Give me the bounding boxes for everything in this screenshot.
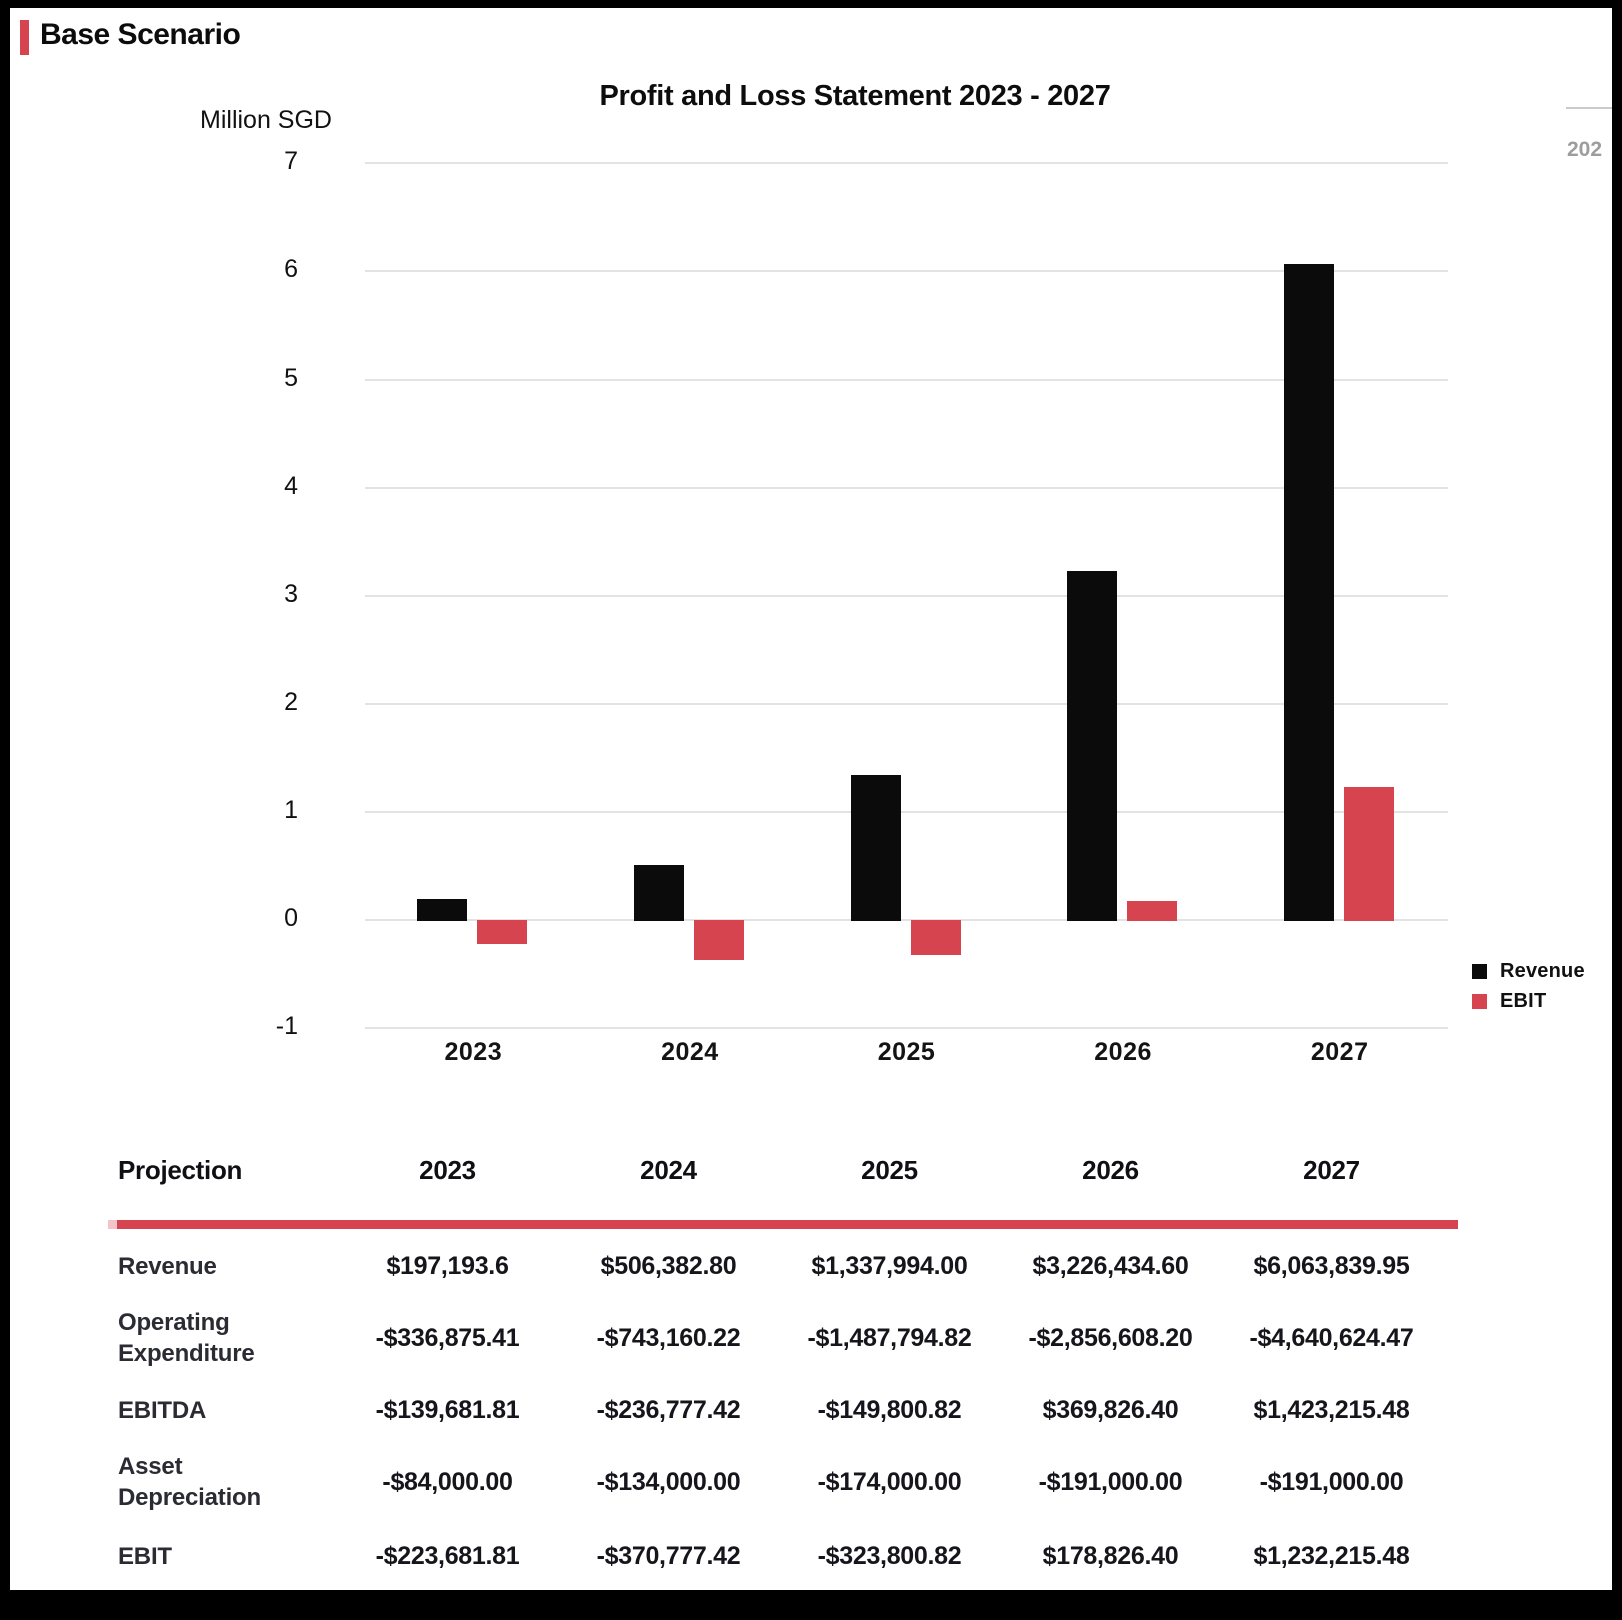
ebit-bar-2026	[1127, 900, 1178, 921]
table-divider-line	[117, 1220, 1458, 1229]
table-row-asset-depreciation: Asset Depreciation -$84,000.00 -$134,000.0…	[118, 1438, 1442, 1526]
gridline-4	[365, 486, 1448, 489]
cell-ebit-2027: $1,232,215.48	[1253, 1541, 1410, 1570]
x-tick-label-2025: 2025	[877, 1038, 936, 1066]
table-row-ebitda: EBITDA -$139,681.81 -$236,777.42 -$149,800.…	[118, 1382, 1442, 1438]
x-tick-label-2023: 2023	[444, 1038, 503, 1066]
table-row-operating-expenditure: Operating Expenditure -$336,875.41 -$743,1…	[118, 1294, 1442, 1382]
cell-asset-depreciation-2025: -$174,000.00	[817, 1467, 962, 1496]
table-header-2025: 2025	[861, 1154, 918, 1185]
projection-table: Projection 2023 2024 2025 2026 2027 Revenue $1…	[108, 1142, 1458, 1586]
legend-label-ebit: EBIT	[1500, 989, 1547, 1012]
cell-revenue-2024: $506,382.80	[600, 1251, 737, 1280]
cell-ebitda-2024: -$236,777.42	[596, 1395, 741, 1424]
table-header-2026: 2026	[1082, 1154, 1139, 1185]
y-tick-label-4: 4	[284, 471, 298, 500]
revenue-bar-2026	[1067, 571, 1118, 921]
row-label: EBITDA	[118, 1396, 207, 1424]
cell-asset-depreciation-2023: -$84,000.00	[382, 1467, 513, 1496]
cell-revenue-2026: $3,226,434.60	[1032, 1251, 1189, 1280]
cell-ebitda-2025: -$149,800.82	[817, 1395, 962, 1424]
gridline-0	[365, 919, 1448, 921]
table-header-2024: 2024	[640, 1154, 697, 1185]
revenue-bar-2027	[1283, 264, 1334, 921]
x-tick-label-2027: 2027	[1310, 1038, 1369, 1066]
cell-revenue-2027: $6,063,839.95	[1253, 1251, 1410, 1280]
cell-ebit-2026: $178,826.40	[1042, 1541, 1179, 1570]
revenue-bar-2024	[633, 865, 684, 921]
cell-revenue-2025: $1,337,994.00	[811, 1251, 968, 1280]
table-divider-cap	[108, 1220, 117, 1229]
y-tick-label-6: 6	[284, 255, 298, 284]
ebit-bar-2024	[693, 920, 744, 961]
row-label: Operating Expenditure	[118, 1309, 255, 1367]
table-row-revenue: Revenue $197,193.6 $506,382.80 $1,337,994.0…	[118, 1238, 1442, 1294]
cell-asset-depreciation-2026: -$191,000.00	[1038, 1467, 1183, 1496]
gridline-2	[365, 702, 1448, 705]
x-tick-label-2026: 2026	[1094, 1038, 1152, 1066]
y-tick-label-0: 0	[284, 904, 298, 932]
cell-ebitda-2023: -$139,681.81	[375, 1395, 520, 1424]
row-label: Asset Depreciation	[118, 1453, 261, 1511]
cell-operating-expenditure-2025: -$1,487,794.82	[807, 1323, 972, 1352]
cell-operating-expenditure-2024: -$743,160.22	[596, 1323, 741, 1352]
page-title: Base Scenario	[40, 18, 241, 51]
ebit-bar-2025	[910, 920, 961, 956]
revenue-bar-2023	[417, 898, 468, 921]
y-tick-label-1: 1	[284, 795, 298, 824]
cell-asset-depreciation-2024: -$134,000.00	[596, 1467, 741, 1496]
clipped-year-text: 202	[1567, 138, 1603, 161]
cell-revenue-2023: $197,193.6	[386, 1251, 509, 1280]
gridline-6	[365, 270, 1448, 273]
cell-operating-expenditure-2026: -$2,856,608.20	[1028, 1323, 1193, 1352]
chart-legend: Revenue EBIT	[1472, 956, 1585, 1016]
y-tick-label-3: 3	[284, 579, 298, 608]
row-label: EBIT	[118, 1542, 172, 1570]
y-axis-label: Million SGD	[200, 106, 332, 134]
projection-table-body: Revenue $197,193.6 $506,382.80 $1,337,994.0…	[118, 1238, 1442, 1586]
legend-item-revenue: Revenue	[1472, 956, 1585, 986]
cell-ebitda-2027: $1,423,215.48	[1253, 1395, 1410, 1424]
revenue-bar-2025	[850, 775, 901, 921]
table-header-2023: 2023	[419, 1154, 476, 1185]
cell-operating-expenditure-2023: -$336,875.41	[375, 1323, 520, 1352]
gridline-3	[365, 594, 1448, 597]
gridline-1	[365, 810, 1448, 813]
revenue-swatch-icon	[1472, 963, 1487, 979]
x-tick-label-2024: 2024	[661, 1038, 719, 1066]
y-tick-label--1: -1	[275, 1012, 298, 1041]
chart-title: Profit and Loss Statement 2023 - 2027	[599, 80, 1111, 112]
table-header-projection: Projection	[118, 1154, 243, 1185]
ebit-swatch-icon	[1472, 993, 1487, 1009]
y-tick-label-2: 2	[284, 687, 298, 716]
ebit-bar-2023	[477, 920, 528, 945]
gridline--1	[365, 1027, 1448, 1030]
row-label: Revenue	[118, 1252, 217, 1280]
cell-asset-depreciation-2027: -$191,000.00	[1259, 1467, 1404, 1496]
legend-item-ebit: EBIT	[1472, 986, 1585, 1016]
gridline-7	[365, 162, 1448, 165]
cell-operating-expenditure-2027: -$4,640,624.47	[1249, 1323, 1414, 1352]
y-tick-label-5: 5	[284, 363, 298, 392]
table-header-2027: 2027	[1303, 1154, 1360, 1185]
projection-table-header: Projection 2023 2024 2025 2026 2027	[118, 1142, 1442, 1198]
y-tick-label-7: 7	[284, 147, 298, 176]
table-row-ebit: EBIT -$223,681.81 -$370,777.42 -$323,800.82…	[118, 1526, 1442, 1586]
ebit-bar-2027	[1343, 786, 1394, 921]
gridline-5	[365, 378, 1448, 381]
cell-ebit-2025: -$323,800.82	[817, 1541, 962, 1570]
clipped-gridline-artifact	[1566, 107, 1612, 109]
cell-ebitda-2026: $369,826.40	[1042, 1395, 1179, 1424]
cell-ebit-2023: -$223,681.81	[375, 1541, 520, 1570]
legend-label-revenue: Revenue	[1500, 959, 1585, 982]
title-accent-bar	[20, 20, 29, 55]
cell-ebit-2024: -$370,777.42	[596, 1541, 741, 1570]
